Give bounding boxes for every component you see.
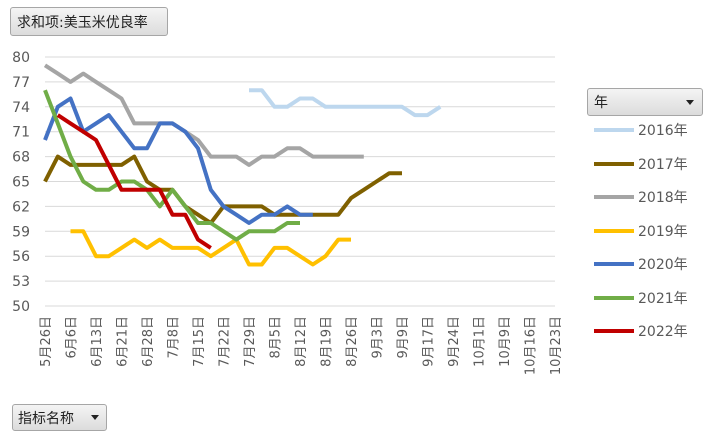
x-tick-label: 6月13日 <box>90 316 105 367</box>
chevron-down-icon <box>686 99 694 105</box>
x-tick-label: 6月21日 <box>116 316 131 367</box>
x-tick-label: 7月15日 <box>192 316 207 367</box>
x-tick-label: 10月9日 <box>498 316 513 367</box>
legend-swatch <box>594 195 634 199</box>
indicator-name-filter-dropdown[interactable]: 指标名称 <box>12 404 107 431</box>
series-line-2021年 <box>43 89 300 242</box>
y-tick-label: 77 <box>12 75 30 91</box>
y-tick-label: 53 <box>12 274 30 290</box>
x-tick-label: 8月26日 <box>345 316 360 367</box>
pivot-value-field-label: 求和项:美玉米优良率 <box>17 14 148 31</box>
legend-item: 2021年 <box>594 288 688 308</box>
series-line-2020年 <box>43 96 313 225</box>
legend-item: 2020年 <box>594 254 688 274</box>
x-tick-label: 9月3日 <box>371 316 386 359</box>
legend-label: 2016年 <box>638 123 688 139</box>
x-tick-label: 7月22日 <box>218 316 233 367</box>
y-axis: 50 53 56 59 62 65 68 71 74 77 80 <box>12 50 30 315</box>
chevron-down-icon <box>91 415 99 420</box>
series-line-2018年 <box>43 63 364 167</box>
legend-label: 2019年 <box>638 223 688 240</box>
legend-label: 2018年 <box>638 190 688 206</box>
legend-label: 2017年 <box>638 156 688 173</box>
year-filter-label: 年 <box>594 95 608 111</box>
y-tick-label: 62 <box>12 199 30 215</box>
legend-label: 2022年 <box>638 324 688 340</box>
series-line-2022年 <box>56 113 212 250</box>
legend-item: 2019年 <box>594 221 688 241</box>
year-filter-dropdown[interactable]: 年 <box>587 88 703 116</box>
x-axis: 5月26日 6月6日 6月13日 6月21日 6月28日 7月8日 7月15日 7月22日 7月… <box>39 316 564 375</box>
chart-series <box>43 63 442 267</box>
y-tick-label: 74 <box>12 100 30 116</box>
x-tick-label: 7月8日 <box>167 316 182 359</box>
legend-label: 2020年 <box>638 257 688 273</box>
y-tick-label: 68 <box>12 150 30 166</box>
series-line-2019年 <box>70 229 351 267</box>
x-tick-label: 8月5日 <box>269 316 284 359</box>
x-tick-label: 10月1日 <box>473 316 488 367</box>
y-tick-label: 80 <box>12 50 30 66</box>
x-tick-label: 9月17日 <box>422 316 437 367</box>
legend-swatch <box>594 262 634 266</box>
legend-item: 2016年 <box>594 120 688 140</box>
series-line-2016年 <box>249 88 442 118</box>
legend-swatch <box>594 329 634 333</box>
x-tick-label: 6月6日 <box>65 316 80 359</box>
x-tick-label: 10月16日 <box>524 316 539 375</box>
pivot-value-field-button[interactable]: 求和项:美玉米优良率 <box>10 7 168 36</box>
y-tick-label: 71 <box>12 125 30 141</box>
x-tick-label: 7月29日 <box>243 316 258 367</box>
x-tick-label: 6月28日 <box>141 316 156 367</box>
x-tick-label: 9月24日 <box>447 316 462 367</box>
x-tick-label: 5月26日 <box>39 316 54 367</box>
indicator-name-filter-label: 指标名称 <box>18 410 74 427</box>
legend-item: 2018年 <box>594 187 688 207</box>
y-tick-label: 59 <box>12 224 30 240</box>
legend-swatch <box>594 161 634 166</box>
legend-swatch <box>594 295 634 300</box>
legend-label: 2021年 <box>638 290 688 307</box>
legend-item: 2022年 <box>594 321 688 341</box>
y-tick-label: 56 <box>12 249 30 265</box>
x-tick-label: 9月9日 <box>396 316 411 359</box>
legend-swatch <box>594 228 634 233</box>
x-tick-label: 8月12日 <box>294 316 309 367</box>
x-tick-label: 8月19日 <box>320 316 335 367</box>
y-tick-label: 65 <box>12 175 30 191</box>
y-tick-label: 50 <box>12 299 30 315</box>
legend-swatch <box>594 128 634 132</box>
x-tick-label: 10月23日 <box>549 316 564 375</box>
legend-item: 2017年 <box>594 154 688 174</box>
